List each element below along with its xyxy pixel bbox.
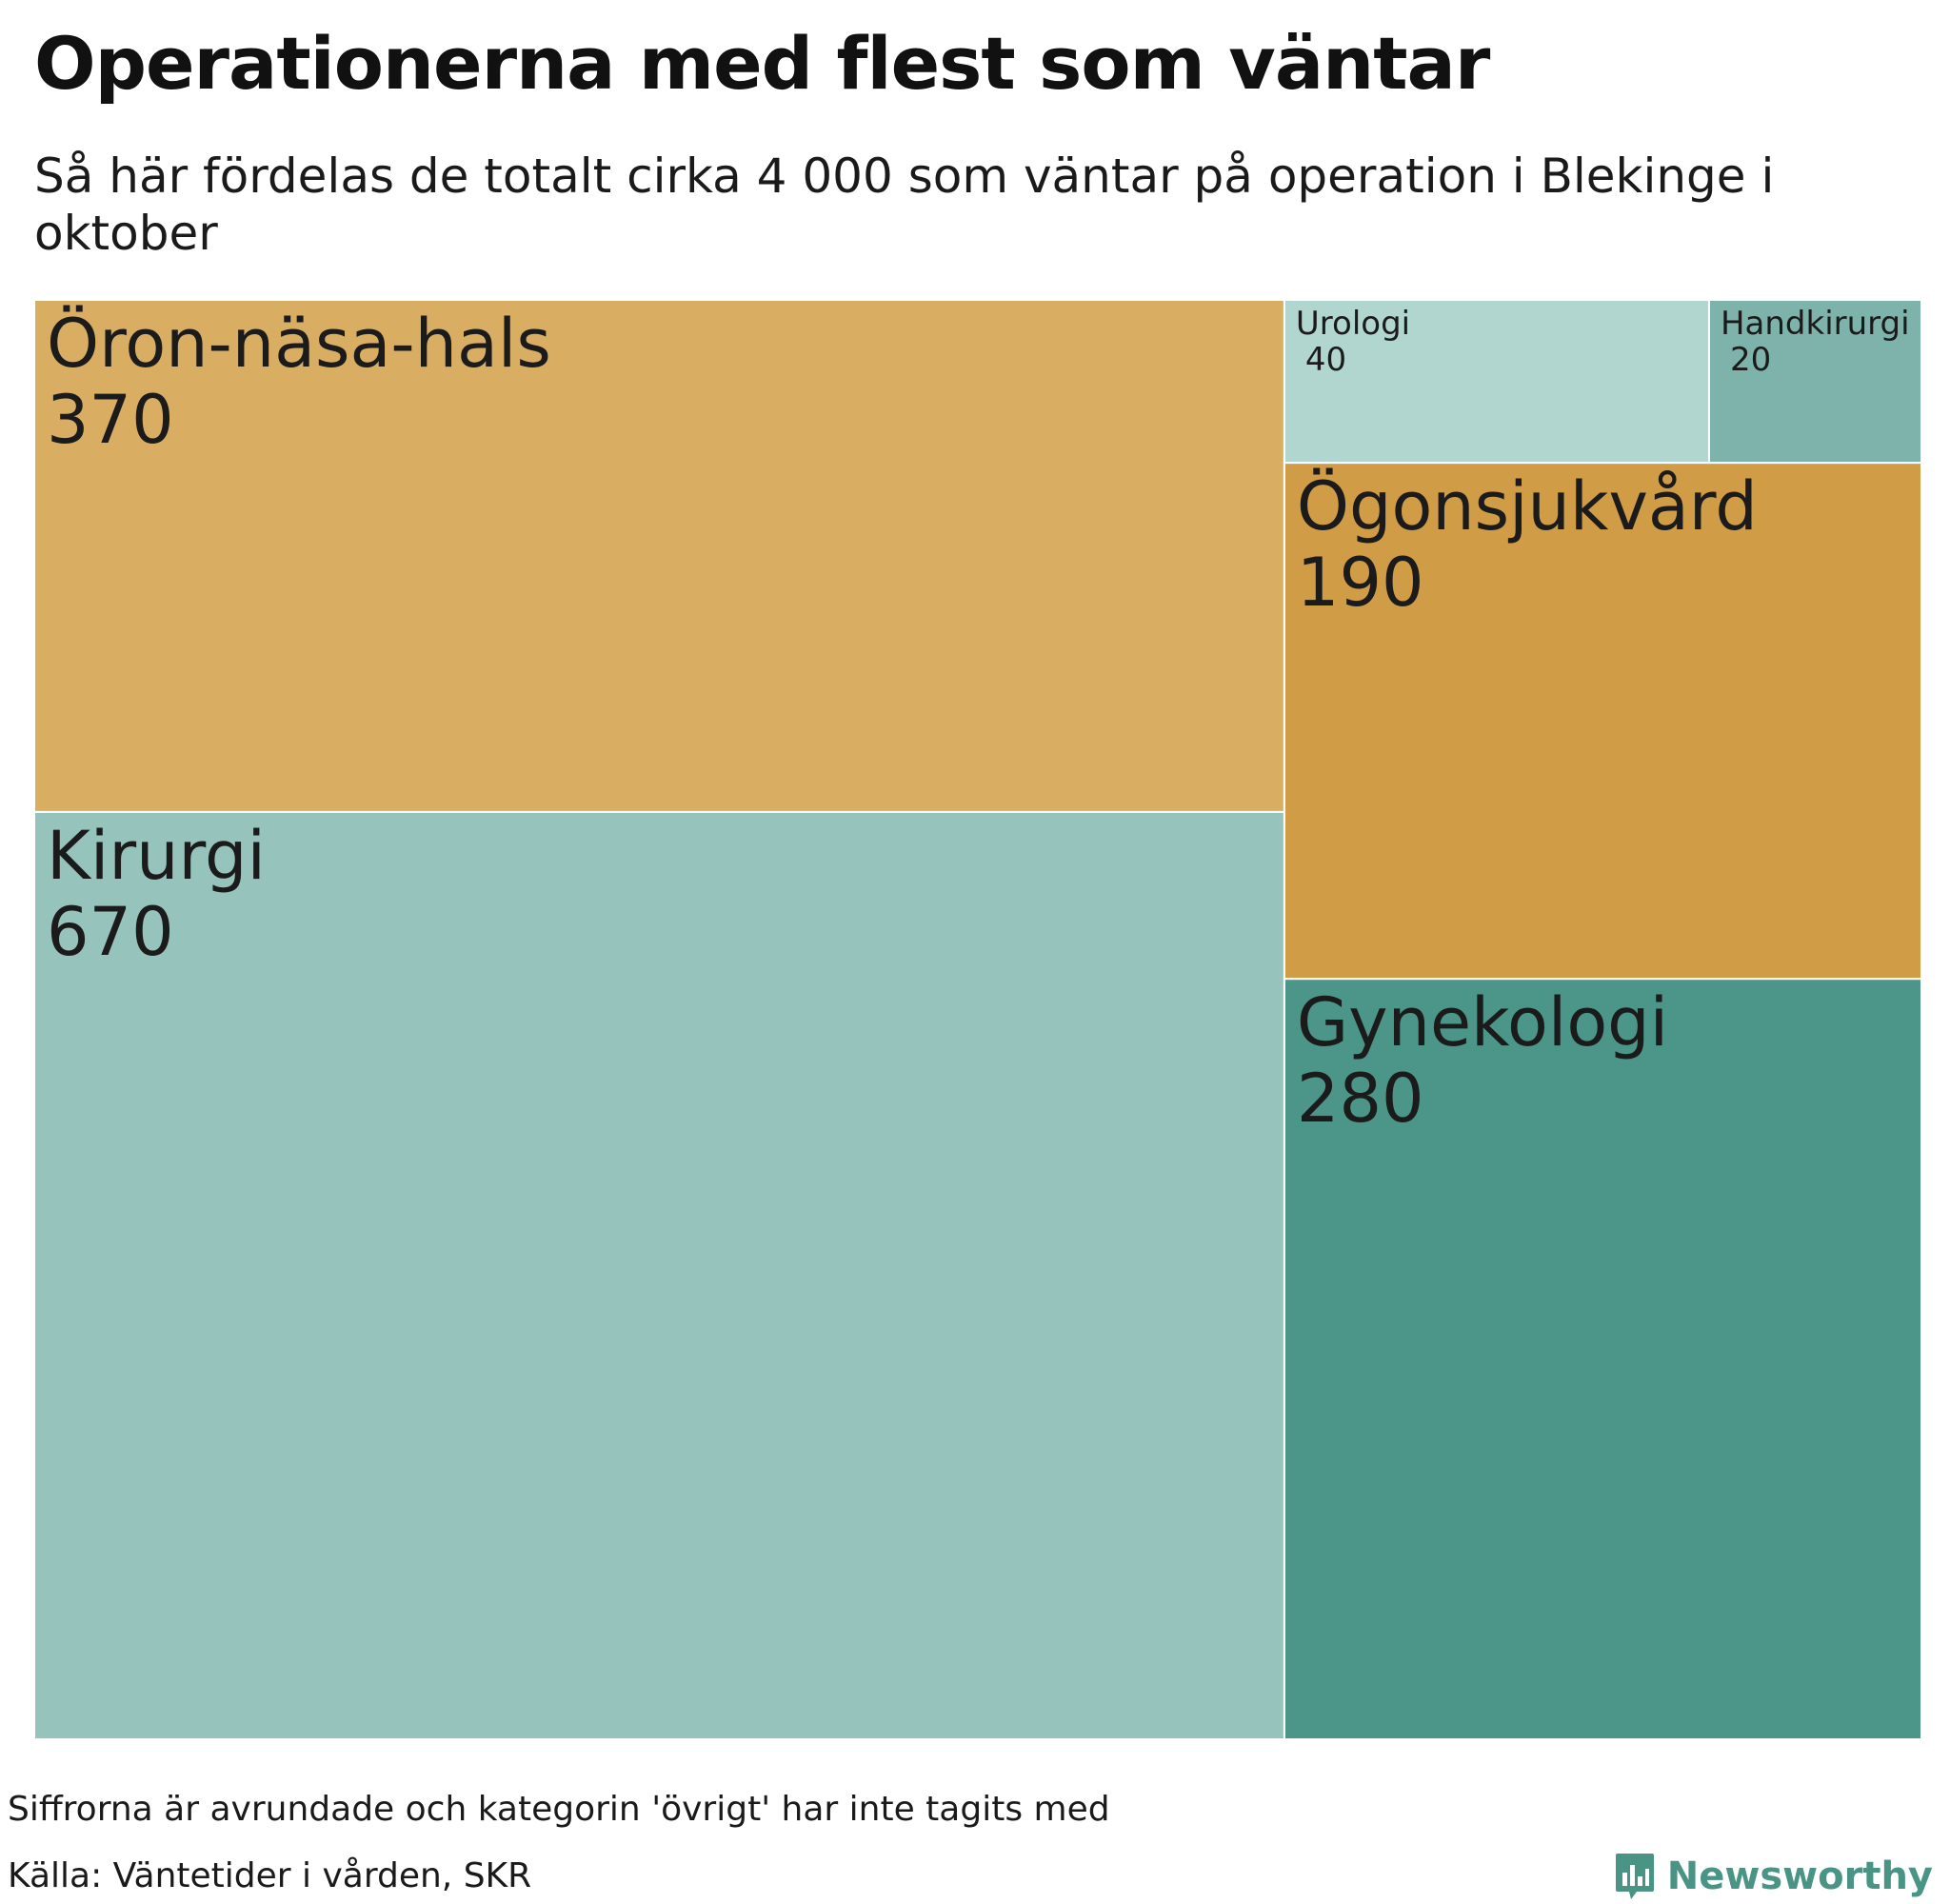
tile-value-urologi: 40 bbox=[1305, 341, 1346, 379]
tile-value-ogonsjukvard: 190 bbox=[1297, 544, 1424, 622]
tile-value-oron-nasa-hals: 370 bbox=[47, 381, 174, 459]
bar-chart-icon bbox=[1615, 1854, 1654, 1899]
tile-value-gynekologi: 280 bbox=[1297, 1060, 1424, 1138]
tile-value-kirurgi: 670 bbox=[47, 893, 174, 971]
brand-name: Newsworthy bbox=[1666, 1854, 1933, 1898]
tile-label-oron-nasa-hals: Öron-näsa-hals bbox=[47, 305, 551, 383]
tile-label-handkirurgi: Handkirurgi bbox=[1721, 305, 1910, 343]
chart-title: Operationerna med flest som väntar bbox=[34, 21, 1490, 106]
tile-ogonsjukvard bbox=[1283, 462, 1923, 981]
chart-subtitle: Så här fördelas de totalt cirka 4 000 so… bbox=[34, 149, 1775, 261]
brand-logo: Newsworthy bbox=[1614, 1852, 1933, 1901]
tile-gynekologi bbox=[1283, 978, 1923, 1740]
tile-label-ogonsjukvard: Ögonsjukvård bbox=[1297, 467, 1758, 545]
tile-value-handkirurgi: 20 bbox=[1730, 341, 1771, 379]
tile-label-urologi: Urologi bbox=[1296, 305, 1410, 343]
tile-label-kirurgi: Kirurgi bbox=[47, 817, 266, 895]
tile-label-gynekologi: Gynekologi bbox=[1297, 983, 1668, 1061]
source-note: Källa: Väntetider i vården, SKR bbox=[8, 1856, 532, 1895]
tile-kirurgi bbox=[33, 810, 1285, 1740]
rounding-note: Siffrorna är avrundade och kategorin 'öv… bbox=[8, 1790, 1110, 1829]
